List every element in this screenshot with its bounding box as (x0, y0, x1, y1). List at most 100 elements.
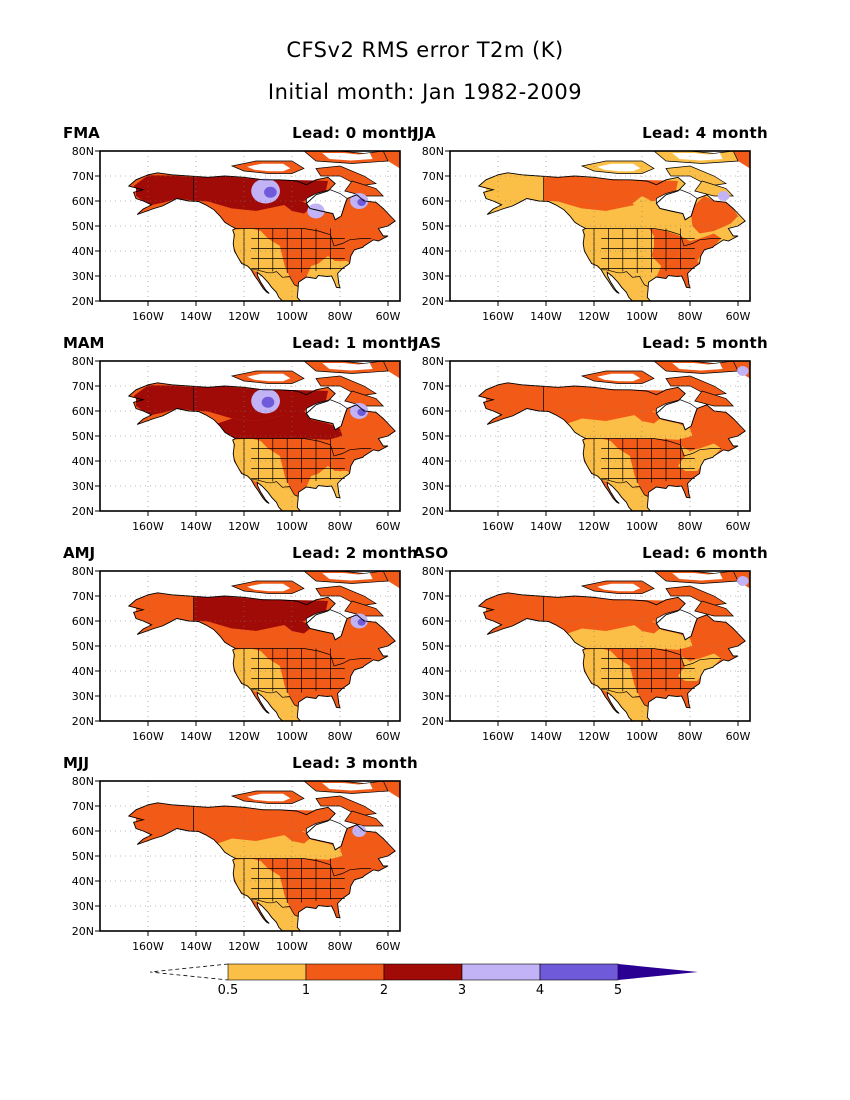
panel-season-label: FMA (63, 124, 100, 142)
greenland-edge (733, 151, 750, 169)
lon-tick-label: 120W (228, 940, 260, 953)
lon-tick-label: 100W (276, 940, 308, 953)
region-hudsonWest (632, 616, 660, 634)
political-border (601, 479, 649, 497)
political-border (585, 648, 722, 667)
lon-tick-label: 120W (578, 310, 610, 323)
lon-tick-label: 140W (530, 520, 562, 533)
region-quebec (691, 196, 738, 234)
anomaly-patch (264, 186, 277, 198)
region-canadaMid (567, 201, 693, 230)
coastline (477, 172, 746, 301)
lon-tick-label: 100W (626, 520, 658, 533)
colorbar-low-extension (150, 963, 229, 981)
panel-season-label: JJA (413, 124, 436, 142)
lon-tick-label: 100W (276, 520, 308, 533)
region-plains (280, 228, 304, 279)
region-alaska (133, 805, 194, 835)
political-border (235, 858, 372, 877)
anomaly-patch (717, 191, 730, 201)
lon-tick-label: 140W (530, 730, 562, 743)
lon-tick-label: 60W (376, 520, 401, 533)
lon-tick-label: 80W (678, 730, 703, 743)
lat-tick-label: 20N (72, 295, 94, 308)
lon-tick-label: 160W (482, 520, 514, 533)
region-southeast (306, 466, 350, 498)
region-midwest (649, 648, 686, 686)
lon-tick-label: 80W (328, 310, 353, 323)
political-border (251, 479, 299, 497)
lon-tick-label: 80W (328, 520, 353, 533)
colorbar-tick-label: 1 (301, 983, 311, 998)
map-canvas: 80N 70N 60N 50N 40N 30N 20N 160W 140W 120W 100W 80W… (72, 145, 401, 323)
ice-patch (247, 163, 291, 172)
region-plains (280, 438, 304, 489)
colorbar-high-extension (618, 964, 698, 980)
map-panel-fma: 80N 70N 60N 50N 40N 30N 20N 160W 140W 120W 100W 80W… (60, 124, 420, 325)
lat-tick-label: 40N (72, 455, 94, 468)
colorbar-tick-label: 4 (535, 983, 545, 998)
region-northeast (678, 443, 722, 471)
political-border (235, 228, 372, 247)
region-mexico (601, 269, 650, 301)
ice-patch (247, 373, 291, 382)
colorbar-segment (383, 963, 463, 981)
lat-tick-label: 60N (422, 405, 444, 418)
region-canadaMid (217, 201, 343, 230)
region-plains (280, 648, 304, 699)
ice-patch (597, 373, 641, 382)
anomaly-patch (357, 408, 366, 416)
lat-tick-label: 50N (72, 430, 94, 443)
coastline (477, 592, 746, 721)
colorbar-tick-label: 2 (379, 983, 389, 998)
lat-tick-label: 70N (72, 380, 94, 393)
ice-patch (672, 363, 723, 371)
anomaly-patch (737, 366, 749, 376)
greenland-edge (383, 151, 400, 169)
region-northeast (328, 233, 372, 261)
region-alaska (483, 175, 544, 205)
lat-tick-label: 80N (72, 565, 94, 578)
political-border (235, 438, 372, 457)
lon-tick-label: 140W (530, 310, 562, 323)
political-border (585, 228, 722, 247)
coastline (127, 382, 396, 511)
region-alaska (133, 385, 194, 415)
map-canvas: 80N 70N 60N 50N 40N 30N 20N 160W 140W 120W 100W 80W… (72, 565, 401, 743)
figure-subtitle: Initial month: Jan 1982-2009 (267, 80, 583, 104)
lon-tick-label: 120W (578, 730, 610, 743)
lat-tick-label: 80N (422, 145, 444, 158)
map-panel-amj: 80N 70N 60N 50N 40N 30N 20N 160W 140W 120W 100W 80W… (60, 544, 420, 745)
region-quebec (691, 406, 738, 444)
lat-tick-label: 70N (72, 590, 94, 603)
map-canvas: 80N 70N 60N 50N 40N 30N 20N 160W 140W 120W 100W 80W… (72, 355, 401, 533)
region-hudsonWest (282, 406, 310, 424)
ice-patch (247, 793, 291, 802)
lon-tick-label: 160W (482, 310, 514, 323)
region-hudsonWest (282, 826, 310, 844)
lat-tick-label: 20N (422, 505, 444, 518)
lat-tick-label: 70N (422, 590, 444, 603)
lon-tick-label: 160W (132, 520, 164, 533)
lat-tick-label: 50N (422, 430, 444, 443)
region-plains (630, 648, 654, 699)
lat-tick-label: 60N (422, 195, 444, 208)
lat-tick-label: 80N (422, 355, 444, 368)
map-canvas: 80N 70N 60N 50N 40N 30N 20N 160W 140W 120W 100W 80W… (72, 775, 401, 953)
region-midwest (299, 228, 336, 266)
lat-tick-label: 40N (422, 245, 444, 258)
lat-tick-label: 30N (72, 690, 94, 703)
region-northeast (328, 653, 372, 681)
colorbar-tick-label: 3 (457, 983, 467, 998)
lat-tick-label: 70N (72, 170, 94, 183)
colorbar (150, 963, 698, 981)
ice-patch (597, 583, 641, 592)
anomaly-patch (357, 618, 366, 626)
panel-lead-label: Lead: 0 month (292, 124, 418, 142)
lat-tick-label: 40N (72, 875, 94, 888)
lat-tick-label: 30N (72, 480, 94, 493)
region-southeast (656, 676, 700, 708)
region-midwest (299, 438, 336, 476)
lon-tick-label: 60W (726, 520, 751, 533)
lat-tick-label: 40N (72, 665, 94, 678)
